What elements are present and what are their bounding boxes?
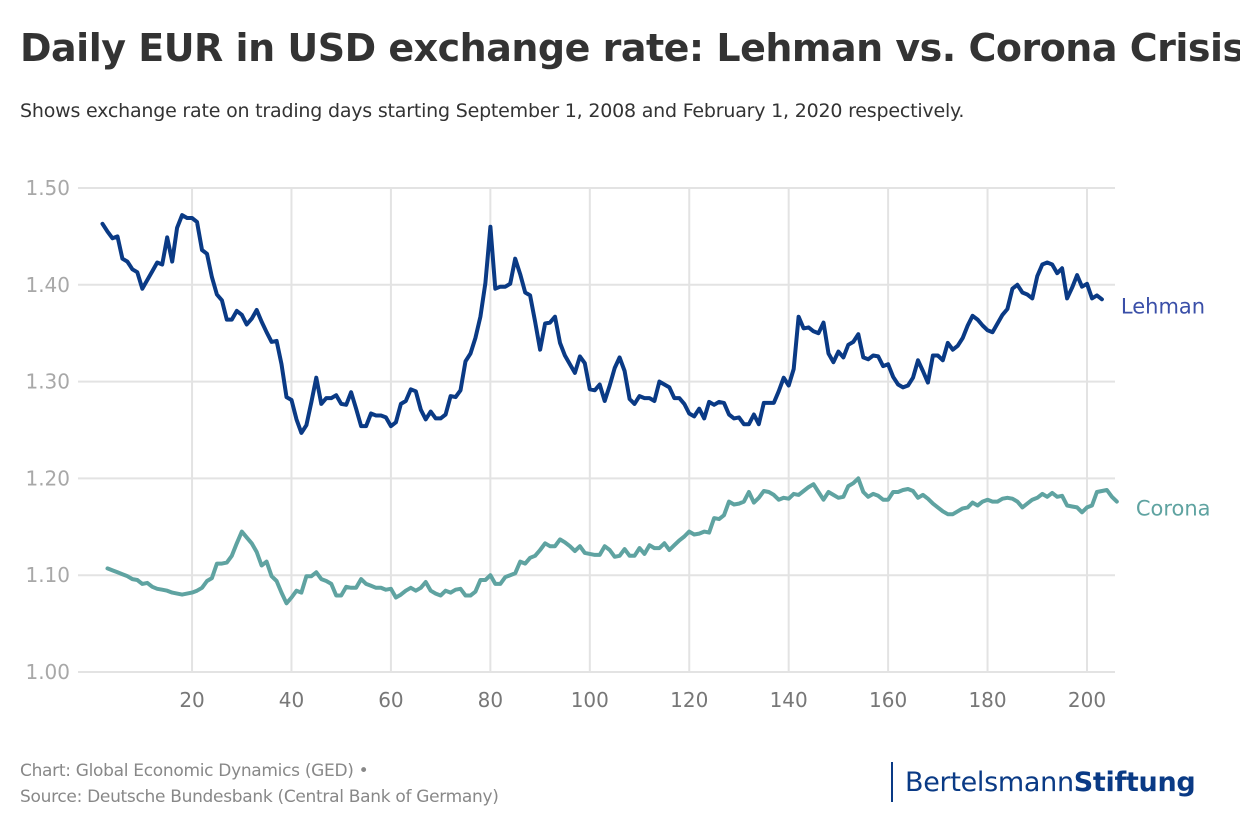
x-tick-label: 140 <box>770 688 808 712</box>
x-tick-label: 60 <box>378 688 403 712</box>
y-tick-label: 1.40 <box>25 273 70 297</box>
x-tick-label: 100 <box>571 688 609 712</box>
bertelsmann-stiftung-logo: BertelsmannStiftung <box>891 762 1196 802</box>
x-tick-label: 120 <box>670 688 708 712</box>
series-label-corona: Corona <box>1136 497 1211 521</box>
x-tick-label: 160 <box>869 688 907 712</box>
x-tick-label: 40 <box>279 688 304 712</box>
logo-text-part1: Bertelsmann <box>905 766 1074 798</box>
series-labels: Lehman Corona <box>1121 294 1211 520</box>
series-line-corona <box>105 476 1119 606</box>
x-tick-label: 20 <box>179 688 204 712</box>
data-source: Source: Deutsche Bundesbank (Central Ban… <box>20 787 499 807</box>
y-tick-label: 1.50 <box>25 176 70 200</box>
series-lines <box>100 213 1119 606</box>
chart-subtitle: Shows exchange rate on trading days star… <box>20 100 965 122</box>
x-gridlines <box>191 188 1088 672</box>
y-tick-label: 1.10 <box>25 563 70 587</box>
series-label-lehman: Lehman <box>1121 294 1205 318</box>
x-tick-label: 80 <box>478 688 503 712</box>
logo-wordmark: BertelsmannStiftung <box>905 766 1196 798</box>
chart-title: Daily EUR in USD exchange rate: Lehman v… <box>20 26 1240 70</box>
y-tick-label: 1.00 <box>25 660 70 684</box>
x-tick-label: 200 <box>1068 688 1106 712</box>
x-tick-label: 180 <box>968 688 1006 712</box>
line-chart: 1.00 1.10 1.20 1.30 1.40 1.50 20 40 60 80 100 120 1… <box>25 176 1211 712</box>
series-line-lehman <box>100 213 1104 435</box>
y-axis-tick-labels: 1.00 1.10 1.20 1.30 1.40 1.50 <box>25 176 70 684</box>
chart-footer: Chart: Global Economic Dynamics (GED) • … <box>20 758 499 810</box>
x-axis-tick-labels: 20 40 60 80 100 120 140 160 180 200 <box>179 688 1106 712</box>
chart-credit: Chart: Global Economic Dynamics (GED) • <box>20 761 369 781</box>
y-tick-label: 1.20 <box>25 466 70 490</box>
logo-text-part2: Stiftung <box>1073 766 1196 798</box>
y-gridlines <box>78 187 1115 673</box>
y-tick-label: 1.30 <box>25 370 70 394</box>
logo-divider <box>891 762 893 802</box>
